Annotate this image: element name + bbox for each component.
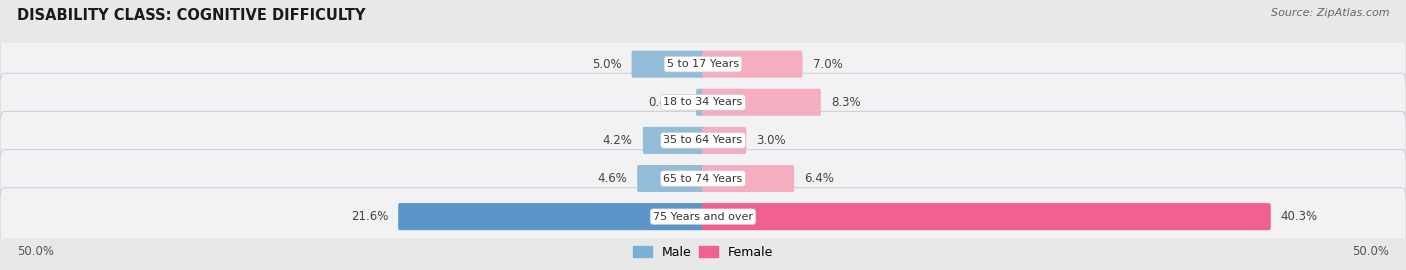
Text: 50.0%: 50.0% xyxy=(1353,245,1389,258)
Text: 75 Years and over: 75 Years and over xyxy=(652,212,754,222)
FancyBboxPatch shape xyxy=(0,35,1406,93)
Legend: Male, Female: Male, Female xyxy=(628,241,778,264)
Text: 40.3%: 40.3% xyxy=(1281,210,1317,223)
Text: 50.0%: 50.0% xyxy=(17,245,53,258)
Text: DISABILITY CLASS: COGNITIVE DIFFICULTY: DISABILITY CLASS: COGNITIVE DIFFICULTY xyxy=(17,8,366,23)
Text: Source: ZipAtlas.com: Source: ZipAtlas.com xyxy=(1271,8,1389,18)
FancyBboxPatch shape xyxy=(637,165,704,192)
Text: 0.41%: 0.41% xyxy=(648,96,686,109)
FancyBboxPatch shape xyxy=(702,89,821,116)
Text: 3.0%: 3.0% xyxy=(756,134,786,147)
FancyBboxPatch shape xyxy=(0,188,1406,246)
FancyBboxPatch shape xyxy=(702,203,1271,230)
Text: 7.0%: 7.0% xyxy=(813,58,842,71)
FancyBboxPatch shape xyxy=(702,127,747,154)
Text: 65 to 74 Years: 65 to 74 Years xyxy=(664,174,742,184)
FancyBboxPatch shape xyxy=(643,127,704,154)
FancyBboxPatch shape xyxy=(0,73,1406,131)
FancyBboxPatch shape xyxy=(702,165,794,192)
Text: 35 to 64 Years: 35 to 64 Years xyxy=(664,135,742,146)
Text: 5.0%: 5.0% xyxy=(592,58,621,71)
Text: 21.6%: 21.6% xyxy=(350,210,388,223)
Text: 6.4%: 6.4% xyxy=(804,172,834,185)
FancyBboxPatch shape xyxy=(702,51,803,78)
FancyBboxPatch shape xyxy=(0,112,1406,169)
Text: 18 to 34 Years: 18 to 34 Years xyxy=(664,97,742,107)
Text: 5 to 17 Years: 5 to 17 Years xyxy=(666,59,740,69)
Text: 4.6%: 4.6% xyxy=(598,172,627,185)
FancyBboxPatch shape xyxy=(398,203,704,230)
Text: 8.3%: 8.3% xyxy=(831,96,860,109)
Text: 4.2%: 4.2% xyxy=(603,134,633,147)
FancyBboxPatch shape xyxy=(631,51,704,78)
FancyBboxPatch shape xyxy=(696,89,704,116)
FancyBboxPatch shape xyxy=(0,150,1406,207)
